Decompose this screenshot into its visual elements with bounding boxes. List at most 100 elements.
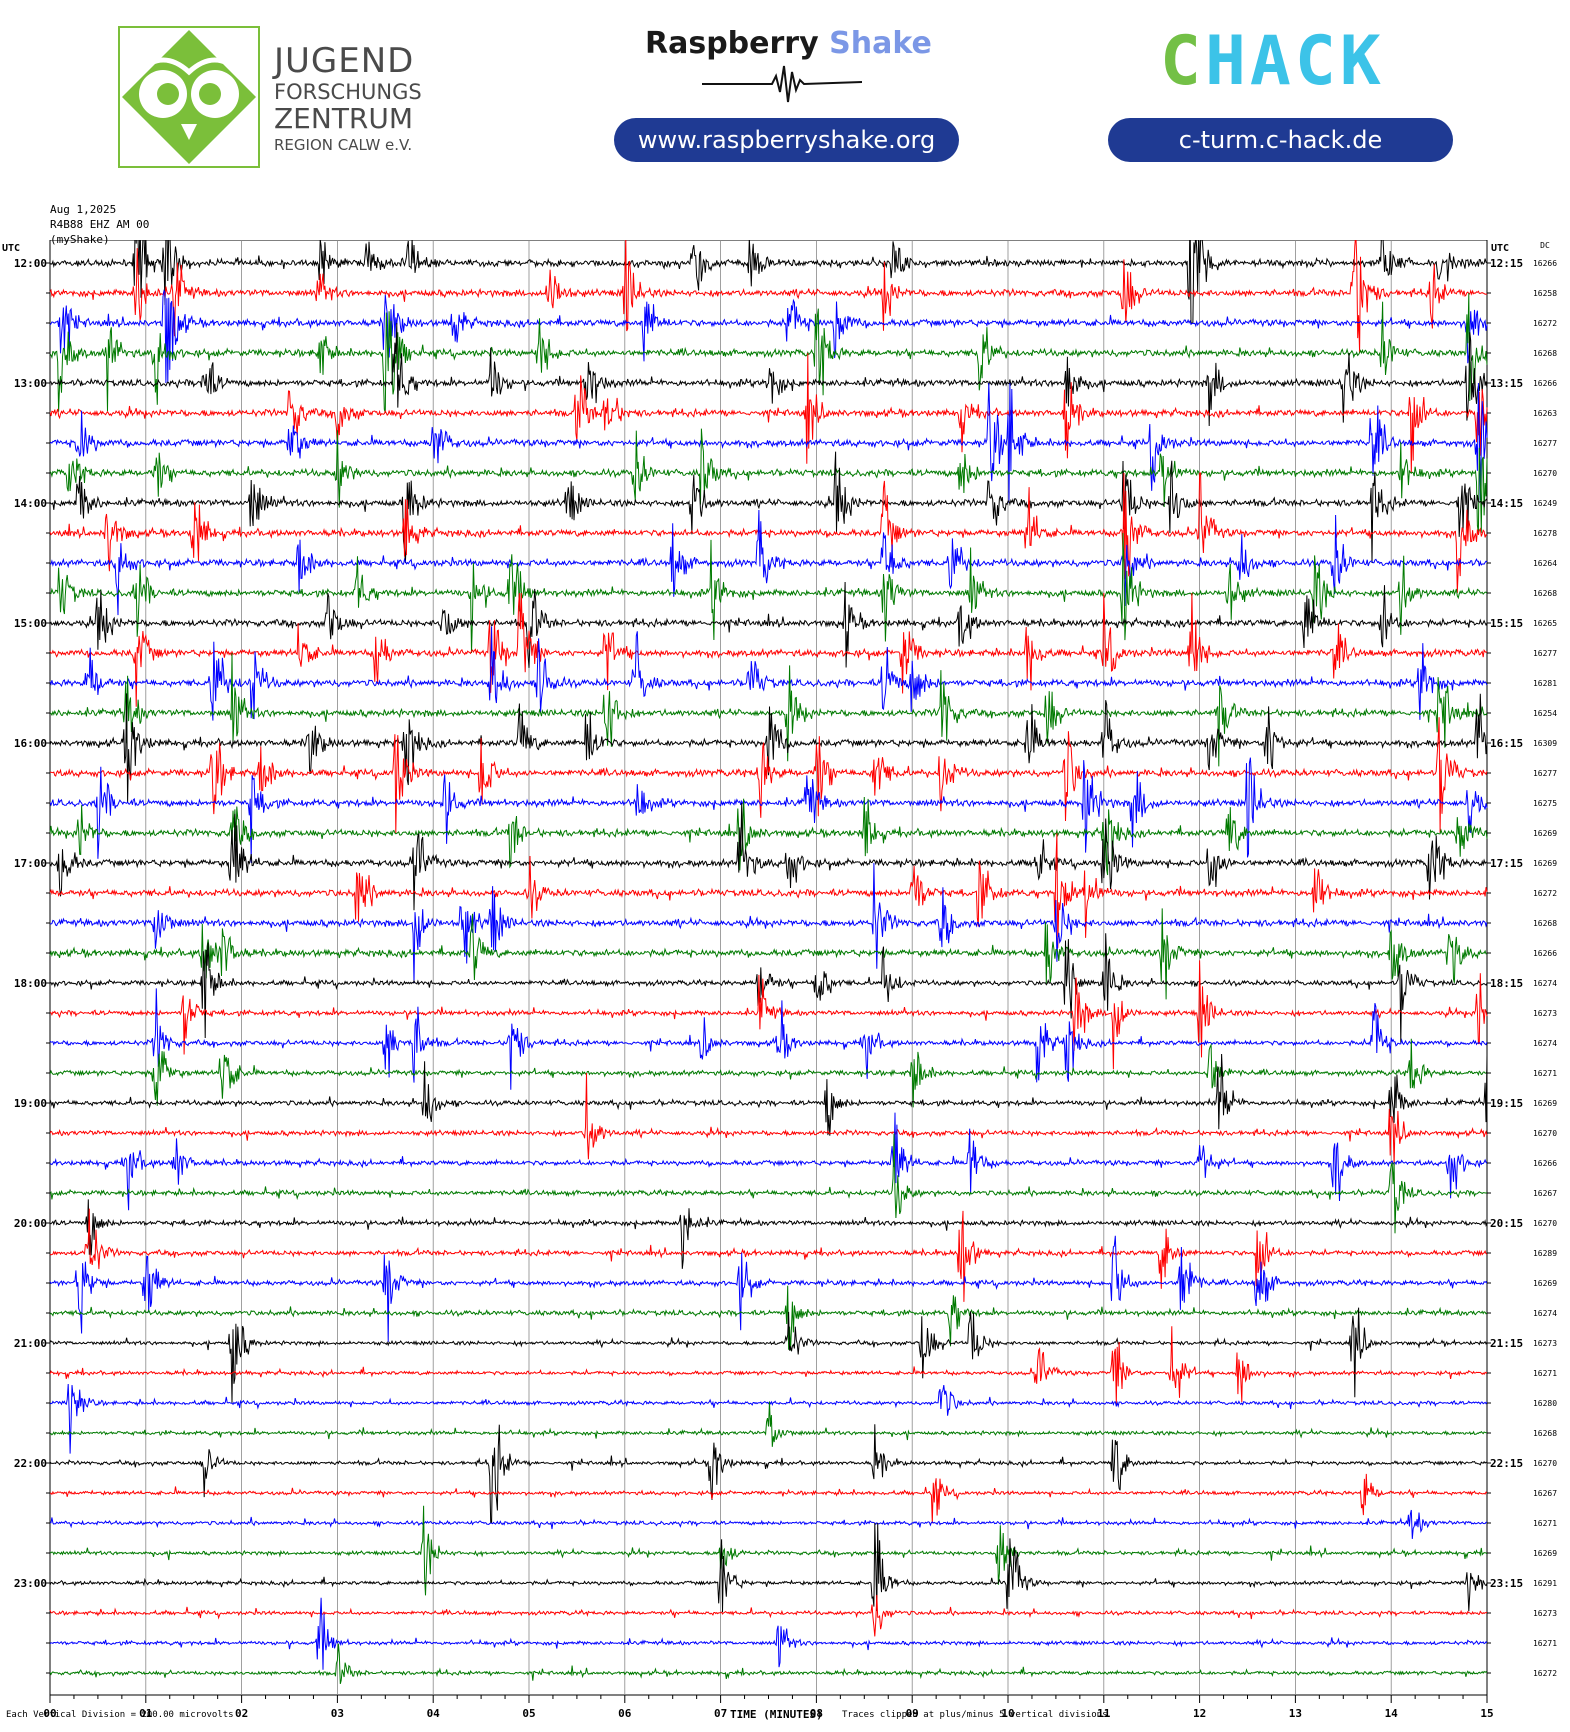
dc-offset-label: 16266 [1533, 379, 1557, 388]
trace-row-45 [49, 1594, 1488, 1637]
raspberry-shake-url-link[interactable]: www.raspberryshake.org [614, 118, 959, 162]
dc-offset-label: 16272 [1533, 319, 1557, 328]
x-tick-label: 04 [427, 1707, 441, 1720]
x-tick-label: 02 [235, 1707, 248, 1720]
trace-row-18 [49, 757, 1488, 864]
trace-row-17 [49, 717, 1488, 834]
trace-row-28 [49, 1053, 1488, 1136]
trace-row-38 [49, 1383, 1488, 1454]
trace-row-16 [49, 693, 1488, 804]
dc-offset-label: 16268 [1533, 1429, 1557, 1438]
trace-row-21 [49, 833, 1488, 948]
x-tick-label: 00 [43, 1707, 56, 1720]
hour-label-left: 19:00 [14, 1097, 47, 1110]
rs-brand-part1: Raspberry [645, 26, 819, 61]
x-tick-label: 03 [331, 1707, 344, 1720]
dc-offset-label: 16266 [1533, 949, 1557, 958]
rs-brand-part2: Shake [829, 26, 932, 61]
dc-offset-label: 16266 [1533, 259, 1557, 268]
x-tick-label: 13 [1289, 1707, 1302, 1720]
hour-label-right: 20:15 [1490, 1217, 1523, 1230]
dc-offset-label: 16264 [1533, 559, 1557, 568]
dc-offset-label: 16271 [1533, 1369, 1557, 1378]
hour-label-right: 17:15 [1490, 857, 1523, 870]
jfz-owl-logo [118, 26, 260, 168]
trace-row-13 [49, 592, 1488, 707]
dc-offset-label: 16277 [1533, 769, 1557, 778]
x-tick-label: 15 [1480, 1707, 1493, 1720]
hour-label-left: 20:00 [14, 1217, 47, 1230]
jfz-line-3: ZENTRUM [274, 102, 414, 135]
hour-label-left: 16:00 [14, 737, 47, 750]
dc-offset-label: 16275 [1533, 799, 1557, 808]
dc-offset-label: 16267 [1533, 1189, 1557, 1198]
dc-offset-label: 16269 [1533, 1099, 1557, 1108]
x-tick-label: 14 [1385, 1707, 1399, 1720]
trace-row-25 [49, 960, 1488, 1070]
chack-url-link[interactable]: c-turm.c-hack.de [1108, 118, 1453, 162]
trace-row-31 [49, 1133, 1488, 1234]
trace-row-3 [49, 292, 1488, 414]
plot-frame [49, 240, 1488, 1696]
dc-offset-label: 16271 [1533, 1639, 1557, 1648]
dc-offset-label: 16263 [1533, 409, 1557, 418]
trace-row-27 [49, 1038, 1488, 1108]
dc-offset-label: 16269 [1533, 1549, 1557, 1558]
station-channel: R4B88 EHZ AM 00 [50, 218, 150, 231]
dc-offset-label: 16277 [1533, 439, 1557, 448]
dc-offset-label: 16274 [1533, 979, 1557, 988]
seismic-wave-icon [702, 65, 862, 103]
trace-row-8 [49, 451, 1488, 564]
dc-offset-label: 16273 [1533, 1609, 1557, 1618]
trace-row-32 [49, 1199, 1488, 1269]
jfz-line-4: REGION CALW e.V. [274, 136, 413, 154]
dc-offset-label: 16271 [1533, 1069, 1557, 1078]
trace-row-33 [49, 1208, 1488, 1302]
hour-label-left: 15:00 [14, 617, 47, 630]
dc-offset-label: 16274 [1533, 1039, 1557, 1048]
trace-row-7 [49, 428, 1488, 534]
trace-row-29 [49, 1072, 1488, 1166]
trace-row-19 [49, 796, 1488, 876]
trace-row-23 [49, 908, 1488, 1000]
hour-label-right: 13:15 [1490, 377, 1523, 390]
dc-offset-label: 16258 [1533, 289, 1557, 298]
trace-row-41 [49, 1473, 1488, 1524]
hour-label-left: 13:00 [14, 377, 47, 390]
dc-offset-label: 16268 [1533, 349, 1557, 358]
trace-row-4 [49, 322, 1488, 427]
trace-row-35 [49, 1285, 1488, 1351]
dc-offset-label: 16289 [1533, 1249, 1557, 1258]
dc-offset-label: 16309 [1533, 739, 1557, 748]
jfz-line-1: JUGEND [274, 41, 415, 81]
trace-row-9 [49, 472, 1488, 594]
hour-label-left: 12:00 [14, 257, 47, 270]
trace-row-22 [49, 862, 1488, 984]
trace-row-11 [49, 532, 1488, 654]
trace-row-34 [49, 1235, 1488, 1342]
hour-label-left: 17:00 [14, 857, 47, 870]
jfz-name: JUGEND FORSCHUNGS ZENTRUM REGION CALW e.… [274, 44, 422, 153]
dc-offset-label: 16267 [1533, 1489, 1557, 1498]
dc-offset-label: 16266 [1533, 1159, 1557, 1168]
header: JUGEND FORSCHUNGS ZENTRUM REGION CALW e.… [0, 0, 1570, 190]
dc-offset-label: 16280 [1533, 1399, 1557, 1408]
dc-offset-label: 16269 [1533, 829, 1557, 838]
helicorder-plot: 16266 16258 16272 16268 16266 16263 16277 16270… [2, 240, 1557, 1720]
trace-row-39 [49, 1401, 1488, 1447]
trace-row-2 [49, 289, 1488, 384]
clip-note: Traces clipped at plus/minus 5 vertical … [842, 1710, 1108, 1720]
trace-row-0 [49, 240, 1488, 324]
dc-offset-label: 16281 [1533, 679, 1557, 688]
x-tick-label: 01 [139, 1707, 153, 1720]
x-tick-label: 06 [618, 1707, 632, 1720]
trace-row-26 [49, 988, 1488, 1090]
trace-row-10 [49, 509, 1488, 616]
hour-label-right: 16:15 [1490, 737, 1523, 750]
dc-offset-label: 16291 [1533, 1579, 1557, 1588]
dc-offset-label: 16249 [1533, 499, 1557, 508]
hour-label-right: 15:15 [1490, 617, 1523, 630]
x-tick-label: 07 [714, 1707, 727, 1720]
hour-label-left: 14:00 [14, 497, 47, 510]
x-tick-label: 10 [1001, 1707, 1014, 1720]
